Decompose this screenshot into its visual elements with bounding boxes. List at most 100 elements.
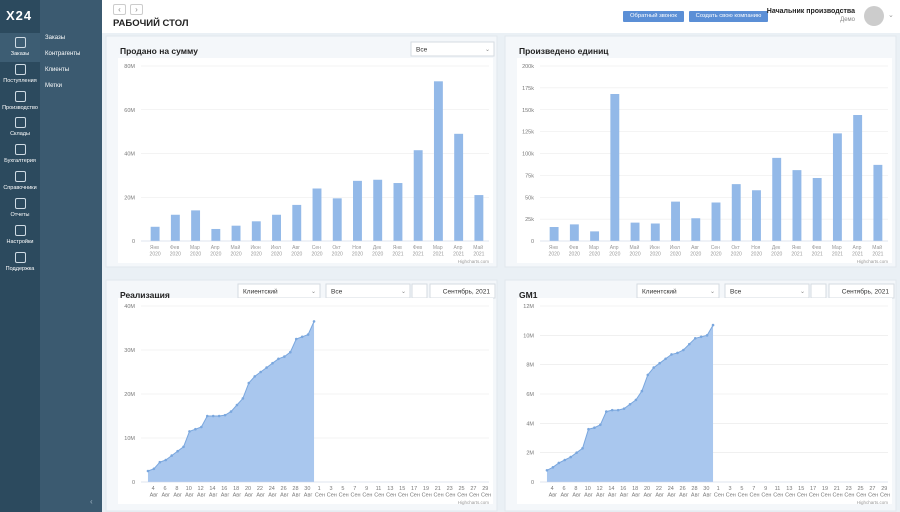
filter-value: Клиентский [642, 288, 677, 296]
bar [792, 170, 802, 241]
y-tick-label: 125k [522, 130, 534, 136]
point [640, 389, 644, 393]
bar [170, 214, 180, 241]
x-tick-label: Мар 2020 [589, 245, 600, 258]
x-tick-label: 7 Сен [351, 486, 361, 499]
nav-item[interactable]: Отчеты [0, 194, 40, 223]
y-tick-label: 4M [526, 421, 534, 427]
filter-arrow: ⌄ [800, 289, 805, 295]
chart-title: Произведено единиц [519, 46, 609, 56]
x-tick-label: 17 Сен [410, 486, 420, 499]
x-tick-label: Фев 2020 [569, 245, 580, 258]
y-tick-label: 8M [526, 363, 534, 369]
y-tick-label: 175k [522, 86, 534, 92]
nav-item[interactable]: Настройки [0, 221, 40, 250]
x-tick-label: Ноя 2020 [352, 245, 363, 258]
x-tick-label: 7 Сен [750, 486, 760, 499]
point [217, 414, 221, 418]
x-tick-label: 18 Авг [233, 486, 242, 499]
point [223, 413, 227, 417]
bar [474, 195, 484, 241]
point [658, 361, 661, 365]
y-tick-label: 200k [522, 64, 534, 70]
x-tick-label: Янв 2021 [392, 245, 403, 258]
point [164, 458, 168, 462]
y-tick-label: 0 [132, 480, 135, 486]
submenu-item[interactable]: Заказы [45, 35, 66, 41]
x-tick-label: 27 Сен [868, 486, 878, 499]
x-tick-label: Апр 2020 [609, 245, 620, 258]
point [622, 407, 626, 410]
x-tick-label: Дек 2020 [372, 245, 383, 258]
back-button[interactable]: ‹ [113, 4, 126, 15]
x-tick-label: 30 Авг [304, 486, 313, 499]
calendar-icon[interactable] [411, 283, 428, 299]
avatar[interactable] [864, 6, 884, 26]
x-tick-label: 9 Сен [362, 486, 372, 499]
bar [251, 221, 261, 241]
nav-item[interactable]: Бухгалтерия [0, 140, 40, 169]
area [546, 325, 714, 482]
point [235, 403, 239, 407]
x-tick-label: 25 Сен [457, 486, 467, 499]
submenu-item[interactable]: Клиенты [45, 67, 70, 73]
point [271, 361, 274, 365]
y-tick-label: 12M [523, 304, 534, 310]
nav-item[interactable]: Поддержка [0, 248, 40, 277]
filter-box[interactable] [410, 41, 495, 57]
bar [812, 178, 822, 241]
bar [393, 183, 403, 241]
bar [853, 115, 863, 241]
nav-icon [14, 91, 26, 102]
point [688, 342, 691, 346]
nav-icon [14, 117, 26, 128]
bar [433, 81, 443, 241]
x-tick-label: 15 Сен [797, 486, 807, 499]
logo: Х24 [6, 8, 33, 23]
x-tick-label: 5 Сен [738, 486, 748, 499]
point [569, 455, 572, 459]
point [634, 398, 638, 402]
filter-arrow: ⌄ [485, 47, 490, 53]
x-tick-label: 12 Авг [197, 486, 206, 499]
nav-label: Настройки [6, 239, 34, 245]
y-tick-label: 30M [124, 348, 135, 354]
create-company-button[interactable]: Создать свою компанию [689, 11, 768, 22]
submenu-item[interactable]: Метки [45, 83, 62, 89]
point [229, 410, 233, 413]
nav-item[interactable]: Поступления [0, 60, 40, 89]
x-tick-label: Май 2020 [230, 244, 241, 258]
bar [211, 228, 221, 241]
bar [413, 150, 423, 241]
nav-icon [14, 252, 26, 263]
bar [752, 190, 761, 241]
x-tick-label: 17 Сен [809, 486, 819, 499]
bar [691, 218, 701, 241]
calendar-icon[interactable] [810, 283, 827, 299]
user-menu[interactable]: ⌄ [888, 12, 894, 19]
submenu-item[interactable]: Контрагенты [45, 51, 81, 57]
callback-button[interactable]: Обратный звонок [623, 11, 684, 22]
x-tick-label: Июл 2020 [670, 245, 682, 258]
x-tick-label: 3 Сен [327, 486, 337, 499]
bar [150, 226, 160, 241]
point [211, 414, 215, 418]
x-tick-label: 4 Авг [150, 486, 159, 499]
nav-item[interactable]: Заказы [0, 33, 40, 62]
forward-button[interactable]: › [130, 4, 143, 15]
y-tick-label: 2M [526, 451, 534, 457]
x-tick-label: 19 Сен [821, 486, 831, 499]
nav-item[interactable]: Склады [0, 113, 40, 142]
point [283, 355, 286, 358]
nav-item[interactable]: Производство [0, 87, 40, 116]
x-tick-label: Май 2020 [629, 244, 640, 258]
x-tick-label: Авг 2020 [291, 245, 302, 258]
x-tick-label: Май 2021 [872, 244, 883, 258]
filter-value: Сентябрь, 2021 [443, 288, 491, 296]
x-tick-label: Окт 2020 [731, 245, 742, 258]
collapse[interactable]: ‹ [90, 497, 93, 506]
x-tick-label: 30 Авг [703, 486, 712, 499]
area [147, 321, 315, 482]
nav-item[interactable]: Справочники [0, 167, 40, 196]
